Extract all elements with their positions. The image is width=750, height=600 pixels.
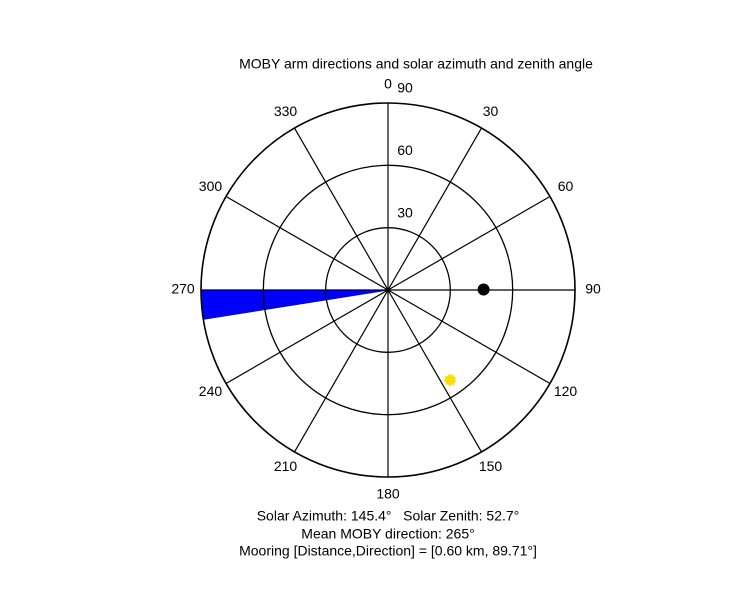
angle-tick-label: 0 xyxy=(384,76,392,92)
angle-tick-label: 240 xyxy=(199,383,223,399)
grid-spoke xyxy=(225,195,389,291)
grid-spoke xyxy=(387,289,551,385)
grid-spoke xyxy=(293,127,389,291)
angle-tick-label: 300 xyxy=(199,178,223,194)
angle-tick-label: 210 xyxy=(274,458,298,474)
angle-tick-label: 90 xyxy=(585,281,601,297)
grid-spoke xyxy=(387,195,551,291)
r-tick-label: 30 xyxy=(397,204,413,220)
footer-line: Mean MOBY direction: 265° xyxy=(301,526,474,542)
r-tick-label: 60 xyxy=(397,142,413,158)
angle-tick-label: 270 xyxy=(171,281,195,297)
grid-spoke xyxy=(293,289,389,453)
mooring-point xyxy=(477,283,490,296)
angle-tick-label: 60 xyxy=(558,178,574,194)
angle-tick-label: 150 xyxy=(479,458,503,474)
angle-tick-label: 120 xyxy=(554,383,578,399)
angle-tick-label: 30 xyxy=(483,103,499,119)
r-tick-label: 90 xyxy=(397,80,413,96)
angle-tick-label: 330 xyxy=(274,103,298,119)
sun-marker xyxy=(444,374,457,387)
grid-spoke xyxy=(225,289,389,385)
chart-title: MOBY arm directions and solar azimuth an… xyxy=(239,56,593,72)
footer-line: Mooring [Distance,Direction] = [0.60 km,… xyxy=(239,543,537,559)
grid-spoke xyxy=(387,127,483,291)
footer-line: Solar Azimuth: 145.4° Solar Zenith: 52.7… xyxy=(257,508,520,524)
grid-spoke xyxy=(387,289,483,453)
angle-tick-label: 180 xyxy=(376,486,400,502)
